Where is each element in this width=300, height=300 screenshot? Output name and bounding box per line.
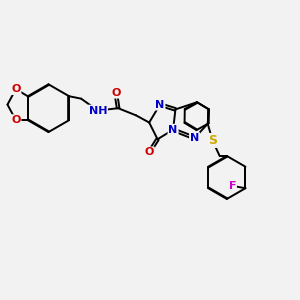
Text: N: N [169,125,178,135]
Text: O: O [145,147,154,158]
Text: O: O [111,88,120,98]
Text: F: F [229,181,236,191]
Text: N: N [190,133,199,143]
Text: S: S [208,134,217,147]
Text: N: N [155,100,165,110]
Text: O: O [11,115,20,125]
Text: O: O [11,84,20,94]
Text: NH: NH [88,106,107,116]
